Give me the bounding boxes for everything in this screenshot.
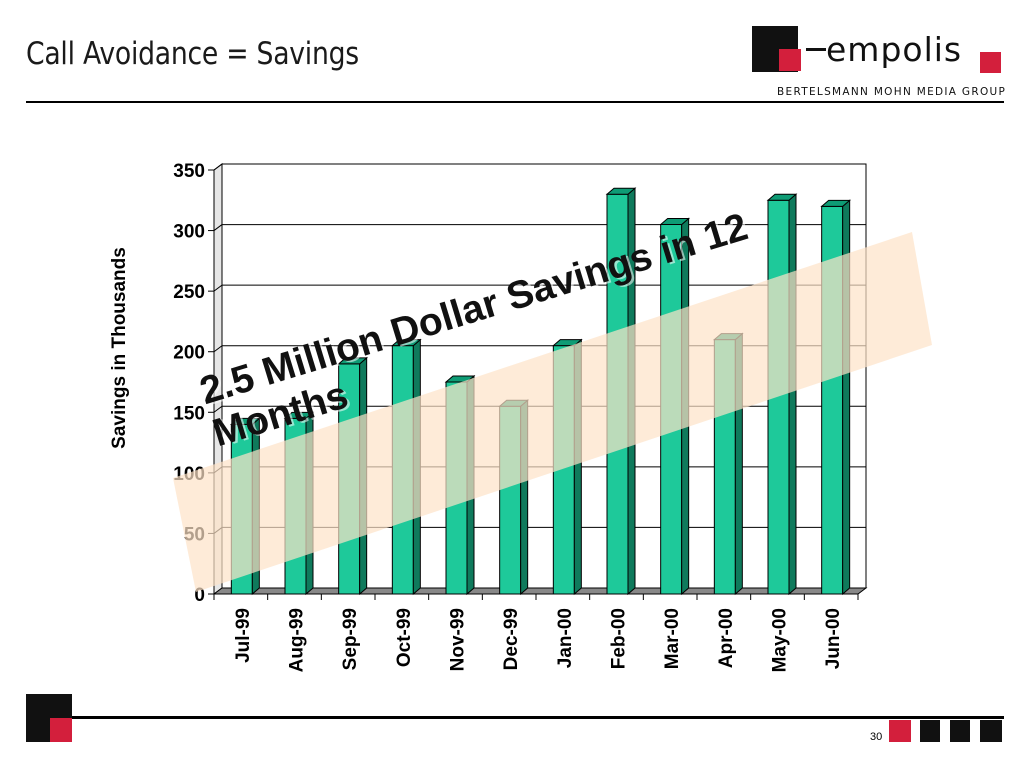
page-number: 30 [870,731,883,743]
gridline-diag [213,224,223,231]
bar-side [573,338,582,596]
bar-side [734,332,743,596]
x-tick-label: Mar-00 [662,608,683,669]
bar-side [627,187,636,596]
bar [229,417,261,596]
x-tick-label: Sep-99 [340,608,361,670]
bar-side [842,199,851,596]
bar-face [713,339,736,595]
y-tick-label: 300 [173,222,205,243]
bar-face [499,405,522,595]
bar-face [284,417,307,595]
chart-side-wall [213,163,223,595]
y-axis-label: Savings in Thousands [109,247,130,449]
bar-side [412,338,421,596]
x-tick-label: Aug-99 [287,608,308,672]
bar-side [466,374,475,596]
bar-side [305,411,314,596]
bar [498,399,530,596]
y-tick-label: 250 [173,282,205,303]
bar [605,187,637,596]
x-tick-label: Feb-00 [609,608,630,669]
bar [390,338,422,596]
empolis-logo-mark [752,26,1001,73]
page-title: Call Avoidance = Savings [26,36,359,72]
bar-face [552,345,575,595]
bar [659,217,691,596]
bar [712,332,744,596]
bar-face [230,423,253,595]
title-divider [26,101,1004,103]
bar [283,411,315,596]
bar-side [681,217,690,596]
bar [337,356,369,596]
bar-face [821,205,844,595]
y-tick-label: 150 [173,403,205,424]
footer-squares [889,720,1002,742]
x-tick-label: Dec-99 [501,608,522,670]
bar-top [605,187,637,195]
bar-side [520,399,529,596]
bar-top [659,218,691,226]
bar-top [820,199,852,207]
x-tick-label: Nov-99 [448,608,469,671]
gridline-diag [213,163,223,171]
logo-wordmark: empolis [826,30,963,69]
bar-side [359,356,368,596]
y-tick-label: 350 [173,161,205,182]
x-tick-label: Jun-00 [823,608,844,669]
bar-face [660,224,683,595]
bar-face [606,193,629,595]
logo-tagline: BERTELSMANN MOHN MEDIA GROUP [777,86,1007,98]
bar [444,374,476,596]
bar-face [338,363,361,595]
bar-face [767,199,790,595]
footer-logo-mark [26,694,72,742]
bar-face [391,345,414,595]
bar-side [788,193,797,596]
bar [551,338,583,596]
x-tick-label: Jul-99 [233,608,254,663]
y-tick-label: 0 [194,585,205,606]
bar-top [766,193,798,201]
x-tick-label: Jan-00 [555,608,576,668]
x-tick-label: Apr-00 [716,608,737,668]
bar-side [251,417,260,596]
footer-divider [26,716,1004,719]
y-tick-label: 100 [173,464,205,485]
x-tick-label: May-00 [770,608,791,672]
y-tick-label: 200 [173,343,205,364]
bar [766,193,798,596]
bar [820,199,852,596]
bar-face [445,381,468,595]
y-tick-label: 50 [184,524,205,545]
x-tick-label: Oct-99 [394,608,415,667]
